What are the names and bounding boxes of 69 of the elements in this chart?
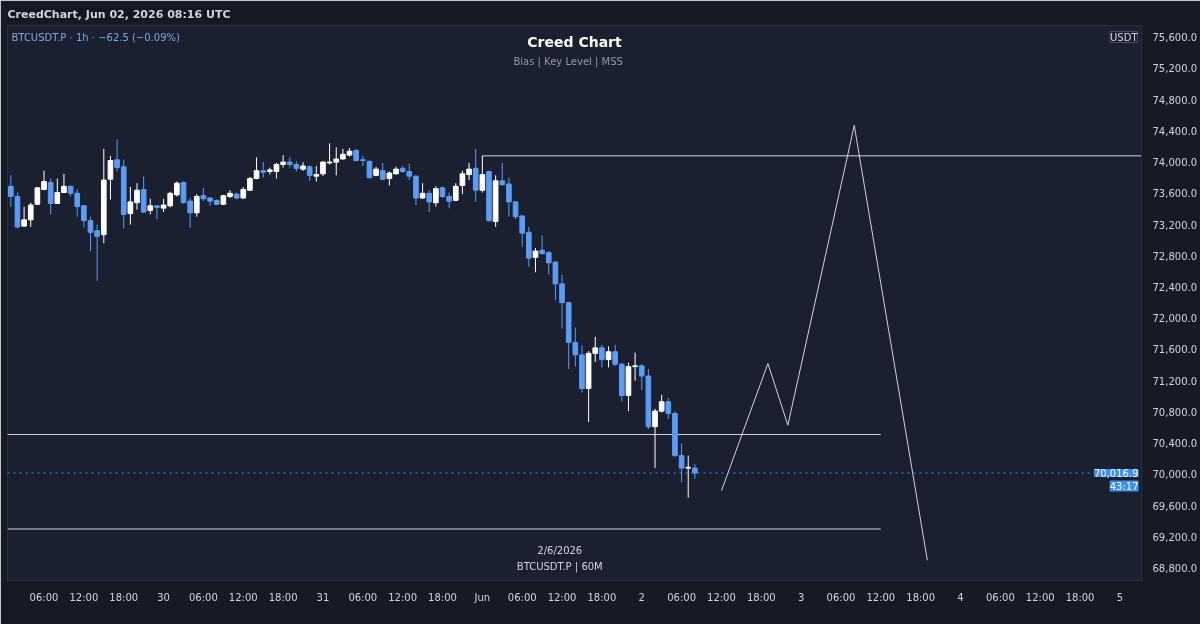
annotation: 43:17 bbox=[1109, 480, 1139, 492]
candlestick bbox=[154, 204, 160, 220]
y-tick-label: 70,800.0 bbox=[1152, 406, 1198, 418]
x-tick-label: 12:00 bbox=[69, 591, 99, 603]
y-tick-label: 69,600.0 bbox=[1152, 500, 1198, 512]
x-tick-label: 18:00 bbox=[906, 591, 936, 603]
candlestick bbox=[692, 463, 698, 480]
text: Creed Chart bbox=[527, 33, 622, 50]
candlestick bbox=[479, 155, 486, 194]
y-tick-label: 72,000.0 bbox=[1152, 313, 1198, 325]
x-tick-label: 12:00 bbox=[228, 591, 258, 603]
candlestick bbox=[47, 178, 54, 215]
y-tick-label: 72,800.0 bbox=[1152, 250, 1198, 262]
x-tick-label: 12:00 bbox=[388, 591, 418, 603]
candlestick bbox=[685, 455, 692, 499]
candlestick bbox=[433, 185, 439, 208]
x-tick-label: 06:00 bbox=[189, 591, 218, 603]
candlestick bbox=[605, 345, 612, 368]
x-tick-label: 18:00 bbox=[746, 591, 776, 603]
text: CreedChart, Jun 02, 2026 08:16 UTC bbox=[7, 7, 231, 21]
x-tick-label: 06:00 bbox=[667, 591, 697, 603]
y-tick-label: 68,800.0 bbox=[1152, 563, 1198, 575]
y-tick-label: 72,400.0 bbox=[1152, 282, 1198, 293]
x-tick-label: 31 bbox=[316, 591, 330, 603]
candlestick bbox=[532, 247, 539, 273]
x-tick-label: 12:00 bbox=[1025, 591, 1055, 603]
x-tick-label: 18:00 bbox=[587, 591, 617, 603]
ref-line-label: 70,016.9 bbox=[1093, 468, 1139, 480]
y-tick-label: 75,200.0 bbox=[1152, 63, 1198, 75]
x-tick-label: 12:00 bbox=[866, 591, 896, 603]
x-tick-label: 18:00 bbox=[109, 591, 139, 603]
candlestick bbox=[599, 344, 605, 368]
x-tick-label: 4 bbox=[957, 591, 964, 603]
text: Bias | Key Level | MSS bbox=[513, 55, 623, 68]
x-tick-label: 06:00 bbox=[507, 591, 537, 603]
y-tick-label: 70,000.0 bbox=[1152, 469, 1198, 481]
x-tick-label: Jun bbox=[473, 591, 491, 603]
annotation: USDT bbox=[1110, 31, 1139, 43]
x-tick-label: 06:00 bbox=[29, 591, 59, 603]
x-tick-label: 5 bbox=[1116, 591, 1124, 603]
y-tick-label: 73,200.0 bbox=[1152, 219, 1198, 231]
x-tick-label: 3 bbox=[797, 591, 805, 603]
x-tick-label: 12:00 bbox=[707, 591, 736, 603]
x-tick-label: 06:00 bbox=[826, 591, 856, 603]
y-tick-label: 74,800.0 bbox=[1152, 94, 1198, 106]
x-tick-label: 30 bbox=[157, 591, 170, 603]
x-tick-label: 06:00 bbox=[985, 591, 1015, 603]
x-tick-label: 2 bbox=[638, 591, 645, 603]
y-tick-label: 74,400.0 bbox=[1152, 125, 1198, 137]
y-tick-label: 74,000.0 bbox=[1152, 157, 1198, 169]
x-tick-label: 18:00 bbox=[268, 591, 298, 603]
y-tick-label: 71,600.0 bbox=[1152, 344, 1198, 356]
y-tick-label: 69,200.0 bbox=[1152, 531, 1198, 543]
x-tick-label: 18:00 bbox=[428, 591, 457, 603]
annotation: 2/6/2026 bbox=[537, 545, 583, 556]
x-tick-label: 06:00 bbox=[348, 591, 378, 603]
annotation: BTCUSDT.P | 60M bbox=[516, 561, 603, 573]
candlestick bbox=[193, 193, 200, 218]
x-tick-label: 12:00 bbox=[547, 591, 577, 603]
annotation: BTCUSDT.P · 1h · −62.5 (−0.09%) bbox=[11, 31, 181, 43]
candlestick bbox=[140, 175, 147, 214]
candlestick bbox=[107, 155, 114, 201]
y-tick-label: 73,600.0 bbox=[1152, 188, 1198, 200]
y-tick-label: 70,400.0 bbox=[1152, 438, 1198, 450]
candlestick bbox=[426, 189, 433, 213]
candlestick bbox=[472, 148, 479, 203]
y-tick-label: 75,600.0 bbox=[1152, 32, 1198, 44]
y-tick-label: 71,200.0 bbox=[1152, 375, 1198, 387]
x-tick-label: 18:00 bbox=[1065, 591, 1095, 603]
